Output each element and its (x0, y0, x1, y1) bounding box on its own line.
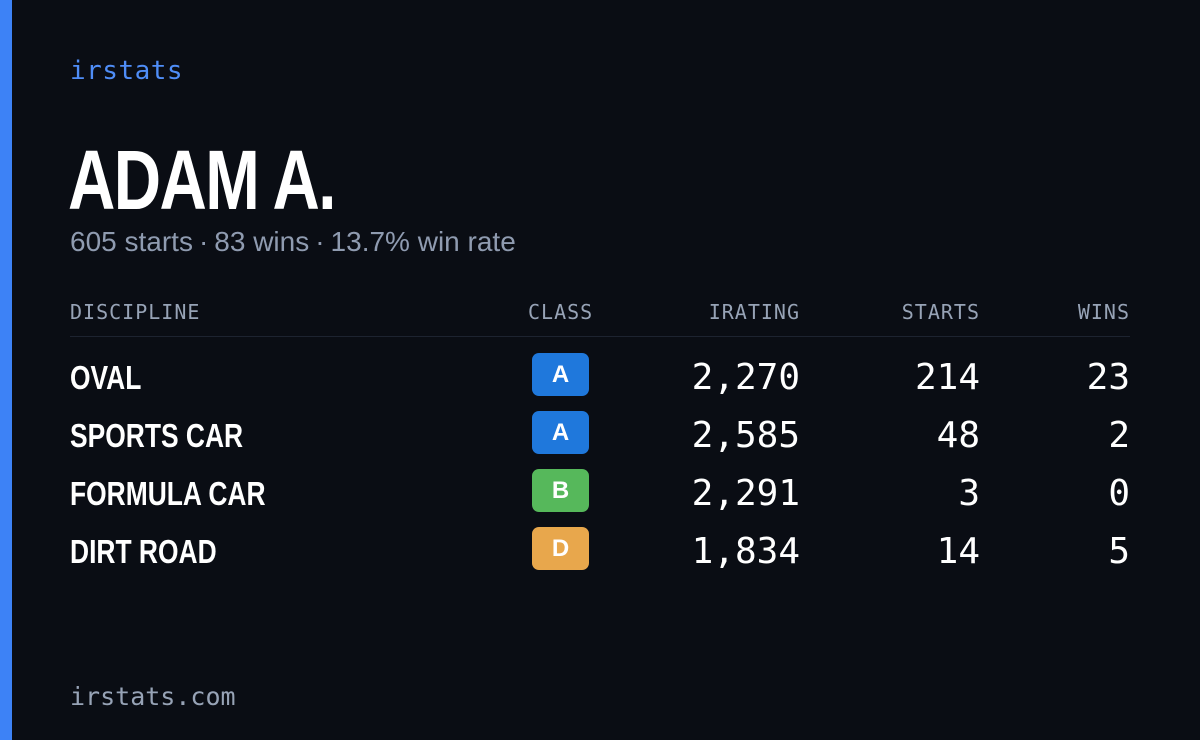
wins-value: 2 (1108, 415, 1130, 456)
header-class: CLASS (528, 300, 594, 324)
starts-summary: 605 starts (70, 226, 193, 257)
discipline-table: DISCIPLINE CLASS IRATING STARTS WINS OVA… (70, 298, 1130, 572)
class-badge: A (532, 411, 589, 454)
wins-value: 5 (1108, 531, 1130, 572)
table-row: DIRT ROAD D 1,834 14 5 (70, 511, 1130, 572)
win-rate-summary: 13.7% win rate (330, 226, 516, 257)
header-starts: STARTS (901, 300, 980, 324)
discipline-name: OVAL (70, 359, 142, 396)
discipline-name: FORMULA CAR (70, 475, 266, 512)
footer-url: irstats.com (70, 682, 236, 711)
header-discipline: DISCIPLINE (70, 300, 201, 324)
table-header: DISCIPLINE CLASS IRATING STARTS WINS (70, 298, 1130, 337)
class-badge: A (532, 353, 589, 396)
irating-value: 2,585 (691, 415, 800, 456)
player-summary: 605 starts · 83 wins · 13.7% win rate (70, 226, 516, 258)
summary-separator: · (198, 226, 209, 257)
wins-value: 0 (1108, 473, 1130, 514)
brand-label: irstats (70, 56, 184, 86)
class-badge: B (532, 469, 589, 512)
class-badge: D (532, 527, 589, 570)
starts-value: 48 (936, 415, 980, 456)
starts-value: 3 (958, 473, 980, 514)
irating-value: 1,834 (691, 531, 800, 572)
discipline-name: DIRT ROAD (70, 533, 217, 570)
player-name: ADAM A. (68, 133, 336, 227)
starts-value: 214 (914, 357, 980, 398)
table-row: SPORTS CAR A 2,585 48 2 (70, 395, 1130, 456)
discipline-name: SPORTS CAR (70, 417, 244, 454)
irating-value: 2,291 (691, 473, 800, 514)
wins-summary: 83 wins (214, 226, 310, 257)
table-row: FORMULA CAR B 2,291 3 0 (70, 453, 1130, 514)
wins-value: 23 (1086, 357, 1130, 398)
summary-separator: · (315, 226, 325, 257)
irating-value: 2,270 (691, 357, 800, 398)
header-wins: WINS (1077, 300, 1130, 324)
starts-value: 14 (936, 531, 980, 572)
table-row: OVAL A 2,270 214 23 (70, 337, 1130, 398)
header-irating: IRATING (708, 300, 800, 324)
accent-bar (0, 0, 12, 740)
